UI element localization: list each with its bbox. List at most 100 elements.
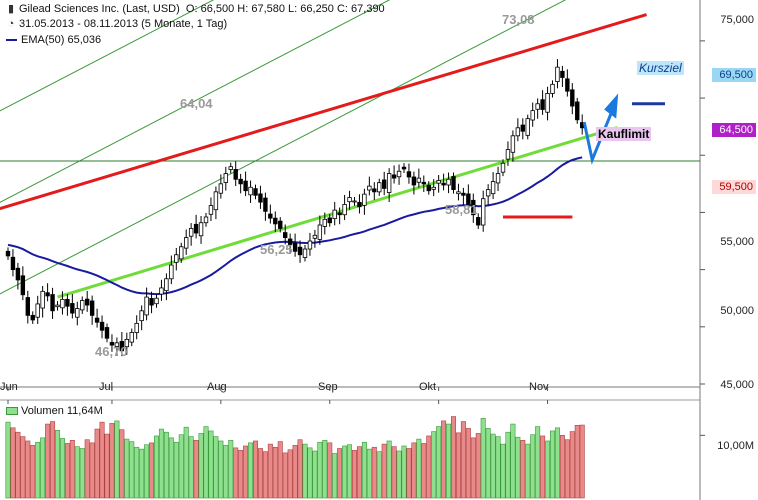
volume-bar-68 — [342, 445, 348, 499]
candle-body-44 — [223, 173, 228, 183]
candle-body-6 — [35, 303, 40, 318]
header-ohlc: O: 66,500 H: 67,580 L: 66,250 C: 67,390 — [185, 3, 385, 15]
candle-body-43 — [218, 183, 224, 194]
candle-body-27 — [139, 310, 144, 322]
candle-body-110 — [550, 83, 555, 94]
candle-body-46 — [233, 169, 238, 180]
candle-body-18 — [94, 317, 100, 323]
candle-body-106 — [530, 110, 535, 121]
candle-body-55 — [278, 220, 283, 229]
volume-bar-74 — [371, 446, 377, 499]
volume-bar-16 — [84, 439, 90, 499]
candle-body-25 — [129, 332, 134, 343]
volume-bar-17 — [89, 442, 95, 499]
volume-bar-70 — [351, 450, 357, 499]
resistance-trendline — [0, 13, 647, 211]
peak-label-46-70: 46,70 — [95, 344, 128, 359]
volume-bar-3 — [20, 436, 26, 499]
candle-body-62 — [312, 234, 318, 239]
x-tick-sep: Sep — [318, 381, 338, 393]
candle-body-47 — [238, 178, 243, 185]
candle-body-53 — [268, 213, 273, 219]
volume-bar-92 — [460, 421, 466, 499]
y-tick-50: 50,000 — [720, 305, 754, 317]
peak-label-56-25: 56,25 — [260, 242, 293, 257]
candle-body-37 — [188, 228, 194, 237]
volume-bar-110 — [549, 430, 555, 499]
candle-body-4 — [25, 297, 30, 316]
candle-body-51 — [258, 193, 263, 203]
volume-bar-108 — [540, 435, 546, 499]
annotation-kursziel: Kursziel — [637, 61, 684, 75]
candle-body-98 — [490, 181, 496, 195]
volume-bar-8 — [45, 423, 51, 499]
volume-bar-85 — [426, 435, 432, 499]
volume-bar-63 — [317, 441, 323, 499]
x-tick-jun: Jun — [0, 381, 18, 393]
volume-bar-47 — [238, 450, 244, 499]
volume-bar-94 — [470, 437, 476, 499]
candle-body-14 — [75, 308, 80, 318]
volume-bar-107 — [535, 426, 541, 499]
badge-stop-price: 59,500 — [712, 180, 756, 194]
ema-legend-swatch — [6, 39, 17, 42]
volume-bar-51 — [257, 448, 263, 499]
candle-body-97 — [485, 189, 491, 197]
candle-body-23 — [119, 341, 125, 352]
candle-body-32 — [164, 278, 169, 292]
candle-body-74 — [372, 188, 377, 193]
x-tick-aug: Aug — [207, 381, 227, 393]
volume-bar-95 — [475, 433, 481, 499]
peak-label-64-04: 64,04 — [180, 96, 213, 111]
volume-bar-109 — [545, 440, 551, 499]
candle-body-58 — [292, 242, 298, 252]
candle-body-39 — [198, 222, 204, 237]
volume-bar-48 — [243, 445, 249, 499]
volume-bar-62 — [312, 450, 318, 499]
candle-body-104 — [520, 124, 525, 132]
volume-bar-6 — [35, 441, 41, 499]
candle-body-112 — [560, 70, 565, 78]
volume-bar-77 — [386, 440, 392, 499]
volume-bar-114 — [569, 431, 575, 499]
candle-body-65 — [327, 217, 332, 224]
candle-body-90 — [451, 176, 456, 190]
candle-body-61 — [307, 240, 313, 250]
candle-body-77 — [386, 173, 392, 193]
x-tick-okt: Okt — [419, 381, 437, 393]
candle-body-28 — [144, 296, 149, 316]
candle-body-33 — [169, 264, 174, 280]
candle-body-34 — [174, 254, 179, 263]
candle-body-88 — [441, 182, 446, 186]
peak-label-73-08: 73,08 — [502, 12, 535, 27]
candle-body-19 — [99, 321, 105, 331]
volume-bar-89 — [446, 423, 452, 499]
candle-body-101 — [505, 149, 511, 160]
vol-y-tick: 10,00M — [717, 440, 754, 452]
candle-body-113 — [565, 78, 570, 92]
volume-bar-97 — [485, 428, 491, 499]
candle-body-66 — [332, 209, 337, 220]
volume-bar-58 — [292, 445, 298, 499]
candle-body-38 — [193, 223, 199, 234]
volume-bar-105 — [525, 443, 531, 499]
projection-arrow-head — [604, 93, 619, 119]
volume-bar-53 — [267, 443, 273, 499]
volume-bar-65 — [327, 442, 333, 499]
candle-body-7 — [40, 290, 45, 309]
candle-body-83 — [416, 177, 422, 183]
volume-bar-43 — [218, 440, 224, 499]
volume-bar-13 — [69, 440, 75, 499]
volume-bar-34 — [173, 441, 179, 499]
volume-value: 11,64M — [66, 405, 103, 417]
volume-bar-7 — [40, 437, 46, 499]
volume-bar-102 — [510, 423, 516, 499]
candle-body-0 — [5, 250, 11, 257]
volume-bar-64 — [322, 440, 328, 499]
volume-bar-40 — [203, 426, 209, 499]
candle-body-50 — [253, 188, 258, 196]
volume-bar-96 — [480, 418, 486, 499]
annotation-kauflimit: Kauflimit — [596, 127, 652, 141]
volume-bar-20 — [104, 433, 110, 499]
